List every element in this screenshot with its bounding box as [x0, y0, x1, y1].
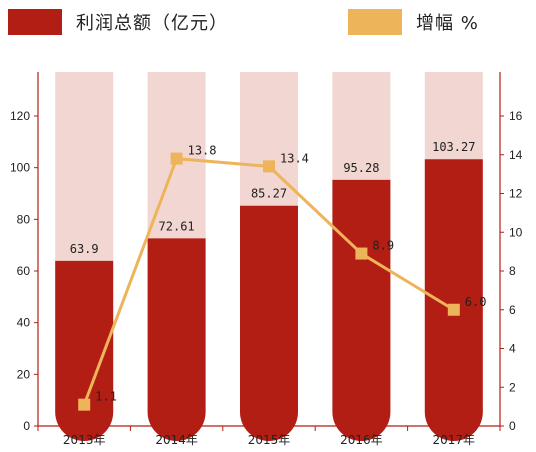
- growth-value-label: 13.8: [188, 144, 217, 158]
- left-tick-label: 60: [17, 264, 31, 278]
- growth-point-1: [78, 398, 91, 411]
- growth-value-label: 1.1: [95, 390, 117, 404]
- legend-item-growth: 增幅 %: [348, 8, 479, 36]
- growth-point-3: [263, 160, 275, 173]
- left-tick-label: 80: [17, 212, 31, 226]
- bar-5: [424, 159, 483, 441]
- growth-point-5: [447, 303, 460, 316]
- growth-value-label: 6.0: [465, 295, 487, 309]
- right-tick-label: 16: [509, 109, 523, 123]
- bar-2: [147, 238, 206, 441]
- right-tick-label: 14: [509, 148, 523, 162]
- legend-swatch-profit: [8, 9, 62, 35]
- bar-1: [55, 260, 114, 441]
- growth-value-label: 13.4: [280, 151, 309, 165]
- bar-value-label: 95.28: [343, 161, 379, 175]
- right-tick-label: 6: [509, 303, 516, 317]
- growth-value-label: 8.9: [372, 239, 394, 253]
- left-tick-label: 40: [17, 316, 31, 330]
- legend-label-profit: 利润总额（亿元）: [76, 13, 228, 34]
- growth-point-4: [355, 247, 368, 260]
- legend-item-profit: 利润总额（亿元）: [8, 8, 228, 36]
- bar-3: [240, 205, 298, 441]
- right-tick-label: 4: [509, 342, 516, 356]
- x-tick-label: 2015年: [248, 433, 291, 447]
- right-tick-label: 12: [509, 187, 523, 201]
- left-tick-label: 20: [17, 367, 31, 381]
- x-tick-label: 2014年: [155, 433, 198, 447]
- growth-point-2: [170, 152, 183, 165]
- bar-value-label: 85.27: [251, 187, 287, 201]
- left-tick-label: 100: [10, 161, 30, 175]
- x-tick-label: 2016年: [340, 433, 383, 447]
- x-tick-label: 2017年: [433, 433, 476, 447]
- bar-4: [332, 179, 391, 442]
- x-tick-label: 2013年: [63, 433, 106, 447]
- right-tick-label: 0: [509, 419, 516, 433]
- legend-swatch-growth: [348, 9, 402, 35]
- left-tick-label: 120: [10, 109, 30, 123]
- right-tick-label: 2: [509, 380, 516, 394]
- legend-label-growth: 增幅 %: [416, 13, 479, 34]
- right-tick-label: 10: [509, 225, 523, 239]
- bar-value-label: 103.27: [432, 140, 475, 154]
- bar-value-label: 72.61: [159, 219, 195, 233]
- bar-value-label: 63.9: [70, 242, 99, 256]
- right-tick-label: 8: [509, 264, 516, 278]
- left-tick-label: 0: [23, 419, 30, 433]
